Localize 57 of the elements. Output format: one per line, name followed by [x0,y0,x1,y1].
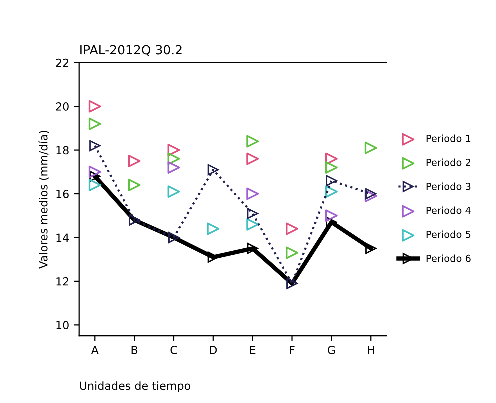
point [90,140,101,152]
y-tick-label: 18 [56,146,69,155]
point [88,118,102,130]
x-axis-title: Unidades de tiempo [80,382,190,392]
x-tick-label: E [250,346,256,354]
point [325,186,338,198]
point [247,208,258,220]
point [325,162,338,174]
x-tick-label: C [170,346,178,354]
point [286,246,298,260]
y-tick-label: 10 [56,321,69,330]
legend-label: Periodo 5 [426,230,471,238]
point [325,210,338,222]
y-tick-label: 14 [56,234,70,242]
point [88,166,102,178]
point [325,152,338,166]
point [88,100,102,113]
point [246,135,260,148]
y-tick-label: 12 [56,277,69,286]
x-tick-label: B [132,346,138,354]
point [208,164,219,176]
point [326,216,338,228]
point [168,186,180,198]
point [246,218,260,231]
legend-label: Periodo 4 [426,206,471,214]
legend-label: Periodo 6 [426,254,471,262]
x-tick-label: D [210,346,218,354]
point [364,190,378,202]
point [208,252,219,263]
point [366,243,377,254]
point [168,152,180,166]
point [128,155,141,168]
point [207,222,220,236]
point [247,243,258,254]
chart-title: IPAL-2012Q 30.2 [80,45,182,56]
point [88,179,102,192]
point [246,152,260,166]
point [326,175,338,186]
point [168,162,180,174]
y-axis-title: Valores medios (mm/día) [38,131,50,269]
y-tick-label: 22 [56,58,69,68]
y-tick-label: 20 [56,102,69,111]
point [128,179,141,192]
x-tick-label: G [328,346,336,354]
legend-label: Periodo 3 [426,182,471,190]
point [286,222,298,236]
point [366,188,377,200]
y-tick-label: 16 [56,190,69,198]
point [246,188,260,200]
point [90,170,101,182]
legend-label: Periodo 1 [426,134,471,142]
x-tick-label: H [368,346,374,354]
legend-label: Periodo 2 [426,158,470,166]
x-tick-label: A [91,346,99,354]
point [364,142,378,154]
point [168,144,180,157]
x-tick-label: F [290,346,295,354]
